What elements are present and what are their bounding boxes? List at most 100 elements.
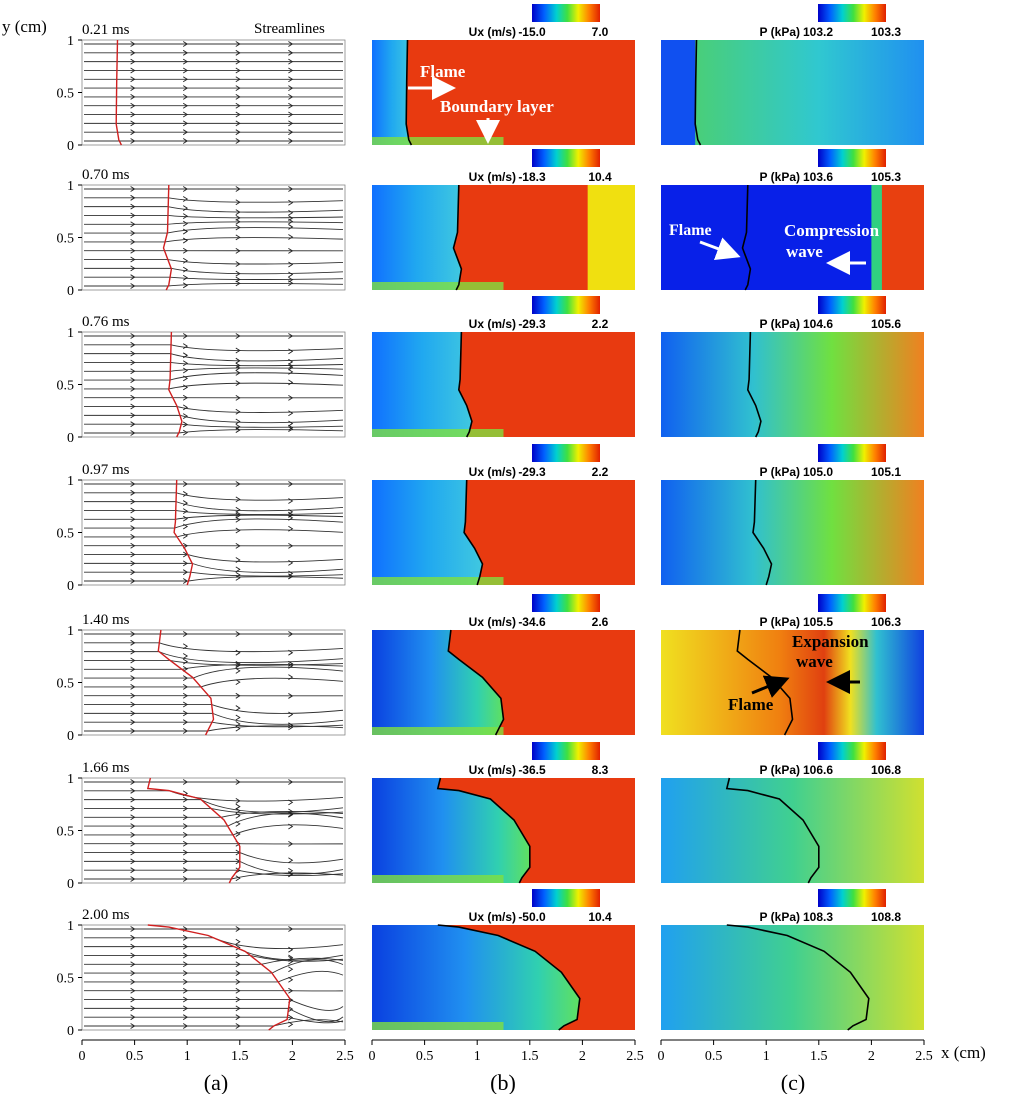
y-axis-label: y (cm) (2, 17, 47, 36)
y-tick-label: 0.5 (57, 825, 75, 840)
ux-colorbar-title: Ux (m/s) (469, 910, 516, 924)
ux-panel: Ux (m/s) -15.0 7.0 (372, 4, 635, 146)
flame-front-c (725, 777, 820, 884)
y-tick-label: 0 (67, 877, 74, 892)
ux-panel: Ux (m/s) -29.3 2.2 (372, 444, 635, 586)
time-label: 0.70 ms (82, 167, 130, 183)
annotation-flame-2: Flame (669, 222, 712, 239)
ux-colorbar (532, 296, 600, 314)
ux-colorbar-max: 7.0 (592, 25, 609, 39)
annotation-expansion-1: Expansion (792, 632, 869, 651)
flame-front-c (746, 331, 762, 438)
ux-colorbar-title: Ux (m/s) (469, 465, 516, 479)
pressure-panel: P (kPa) 105.0 105.1 (661, 444, 924, 586)
x-tick-label: 1 (763, 1049, 770, 1064)
figure-row-5: 0 0.5 1 1.40 ms Ux (m/s) -34.6 2.6 P (kPa) 105.5… (57, 594, 924, 744)
p-colorbar (818, 889, 886, 907)
panel-label-b: (b) (490, 1070, 516, 1094)
ux-colorbar-max: 8.3 (592, 763, 609, 777)
pressure-panel: P (kPa) 106.6 106.8 (661, 742, 924, 884)
p-colorbar-min: 108.3 (803, 910, 833, 924)
streamline-panel: 0 0.5 1 2.00 ms (57, 907, 346, 1039)
ux-colorbar-max: 2.6 (592, 615, 609, 629)
flame-front-b (436, 777, 531, 884)
panel-label-a: (a) (204, 1070, 228, 1094)
ux-colorbar (532, 4, 600, 22)
y-tick-label: 0 (67, 284, 74, 299)
ux-colorbar-title: Ux (m/s) (469, 317, 516, 331)
p-colorbar-title: P (kPa) (760, 317, 800, 331)
ux-colorbar-title: Ux (m/s) (469, 615, 516, 629)
streamline-panel: 0 0.5 1 0.97 ms (57, 462, 346, 594)
x-tick-label: 0.5 (705, 1049, 723, 1064)
ux-colorbar (532, 444, 600, 462)
figure-row-4: 0 0.5 1 0.97 ms Ux (m/s) -29.3 2.2 P (kPa) 105.0… (57, 444, 924, 594)
ux-colorbar-min: -34.6 (518, 615, 546, 629)
flame-front-b (405, 39, 413, 146)
p-colorbar-title: P (kPa) (760, 25, 800, 39)
figure-row-6: 0 0.5 1 1.66 ms Ux (m/s) -36.5 8.3 P (kPa) 106.6… (57, 742, 924, 892)
y-tick-label: 0 (67, 1024, 74, 1039)
p-colorbar-min: 103.6 (803, 170, 833, 184)
p-colorbar-title: P (kPa) (760, 465, 800, 479)
pressure-panel: P (kPa) 104.6 105.6 (661, 296, 924, 438)
ux-colorbar-max: 10.4 (588, 910, 612, 924)
x-tick-label: 0.5 (416, 1049, 434, 1064)
time-label: 2.00 ms (82, 907, 130, 923)
y-tick-label: 0 (67, 579, 74, 594)
x-tick-label: 1.5 (231, 1049, 249, 1064)
p-colorbar (818, 296, 886, 314)
flame-front-a (147, 924, 291, 1031)
p-colorbar-max: 106.8 (871, 763, 901, 777)
time-label: 0.21 ms (82, 22, 130, 38)
streamline-panel: 0 0.5 1 1.40 ms (57, 612, 346, 744)
p-colorbar-title: P (kPa) (760, 615, 800, 629)
ux-colorbar (532, 742, 600, 760)
flame-front-a (157, 629, 215, 736)
x-tick-label: 0 (658, 1049, 665, 1064)
ux-colorbar (532, 594, 600, 612)
flame-front-a (168, 331, 183, 438)
y-tick-label: 1 (67, 919, 74, 934)
x-tick-label: 2.5 (915, 1049, 933, 1064)
ux-panel: Ux (m/s) -29.3 2.2 (372, 296, 635, 438)
y-tick-label: 0.5 (57, 972, 75, 987)
annotation-compression-2: wave (786, 242, 823, 261)
p-colorbar-title: P (kPa) (760, 910, 800, 924)
streamline-panel: 0 0.5 1 1.66 ms (57, 760, 346, 892)
p-colorbar-max: 108.8 (871, 910, 901, 924)
flame-front-a (115, 39, 123, 146)
x-axis-label: x (cm) (941, 1043, 986, 1062)
p-colorbar (818, 4, 886, 22)
ux-colorbar-max: 10.4 (588, 170, 612, 184)
figure-row-1: 0 0.5 1 0.21 ms Ux (m/s) -15.0 7.0 P (kPa) 103.2… (57, 4, 924, 154)
flame-front-b (447, 629, 505, 736)
pressure-panel: P (kPa) 105.5 106.3 (661, 594, 924, 736)
y-tick-label: 0.5 (57, 87, 75, 102)
p-colorbar-max: 103.3 (871, 25, 901, 39)
ux-colorbar-min: -18.3 (518, 170, 546, 184)
ux-colorbar-min: -29.3 (518, 465, 546, 479)
ux-colorbar-min: -29.3 (518, 317, 546, 331)
p-colorbar (818, 444, 886, 462)
time-label: 1.40 ms (82, 612, 130, 628)
p-colorbar (818, 742, 886, 760)
y-tick-label: 0 (67, 431, 74, 446)
ux-panel: Ux (m/s) -18.3 10.4 (372, 149, 635, 291)
annotation-row5: Expansion wave Flame (728, 632, 869, 714)
y-tick-label: 1 (67, 179, 74, 194)
flame-front-a (162, 184, 173, 291)
ux-panel: Ux (m/s) -34.6 2.6 (372, 594, 635, 736)
ux-colorbar (532, 889, 600, 907)
x-tick-label: 1.5 (521, 1049, 539, 1064)
ux-panel: Ux (m/s) -50.0 10.4 (372, 889, 635, 1031)
p-colorbar-min: 105.0 (803, 465, 833, 479)
panel-label-c: (c) (781, 1070, 805, 1094)
streamline-panel: 0 0.5 1 0.76 ms (57, 314, 346, 446)
y-tick-label: 1 (67, 326, 74, 341)
time-label: 0.76 ms (82, 314, 130, 330)
pressure-panel: P (kPa) 103.2 103.3 (661, 4, 924, 146)
x-tick-label: 0 (369, 1049, 376, 1064)
annotation-flame-5: Flame (728, 695, 774, 714)
